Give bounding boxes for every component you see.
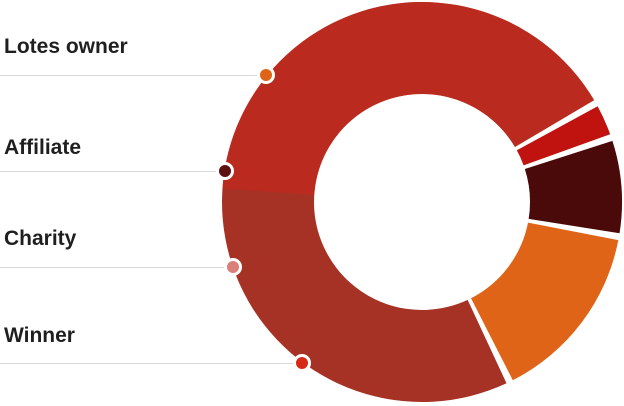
segment-affiliate	[524, 140, 622, 234]
legend-label-winner: Winner	[4, 324, 75, 347]
legend-label-affiliate: Affiliate	[4, 136, 82, 159]
marker-winner	[293, 354, 311, 372]
marker-lotes-owner	[257, 66, 275, 84]
marker-charity	[224, 258, 242, 276]
segment-charity	[516, 106, 611, 166]
marker-affiliate	[216, 162, 234, 180]
legend-label-charity: Charity	[4, 227, 77, 250]
segment-winner-highlight	[222, 1, 595, 195]
segment-lotes-owner	[471, 222, 619, 381]
legend-label-lotes-owner: Lotes owner	[4, 35, 128, 58]
